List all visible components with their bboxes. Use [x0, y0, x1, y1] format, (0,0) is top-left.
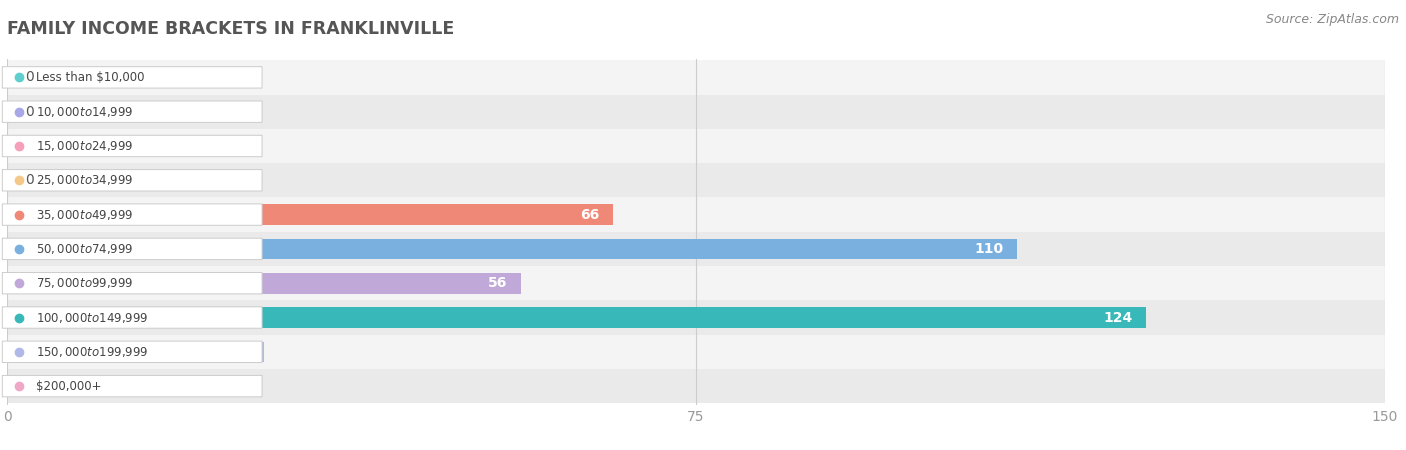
Text: $15,000 to $24,999: $15,000 to $24,999 — [35, 139, 134, 153]
FancyBboxPatch shape — [3, 375, 262, 397]
Text: $150,000 to $199,999: $150,000 to $199,999 — [35, 345, 148, 359]
Text: 124: 124 — [1104, 310, 1132, 324]
Text: Source: ZipAtlas.com: Source: ZipAtlas.com — [1265, 14, 1399, 27]
Text: 28: 28 — [231, 345, 250, 359]
FancyBboxPatch shape — [3, 341, 262, 363]
Bar — [7, 163, 1385, 198]
Text: 110: 110 — [974, 242, 1004, 256]
FancyBboxPatch shape — [3, 273, 262, 294]
Text: $35,000 to $49,999: $35,000 to $49,999 — [35, 207, 134, 221]
Text: $10,000 to $14,999: $10,000 to $14,999 — [35, 105, 134, 119]
Bar — [7, 376, 246, 396]
FancyBboxPatch shape — [3, 307, 262, 328]
Bar — [7, 273, 522, 293]
Text: $50,000 to $74,999: $50,000 to $74,999 — [35, 242, 134, 256]
Bar — [7, 300, 1385, 335]
Text: FAMILY INCOME BRACKETS IN FRANKLINVILLE: FAMILY INCOME BRACKETS IN FRANKLINVILLE — [7, 20, 454, 38]
Text: 26: 26 — [212, 379, 232, 393]
Bar — [7, 335, 1385, 369]
Bar — [7, 198, 1385, 232]
FancyBboxPatch shape — [3, 135, 262, 157]
Text: $25,000 to $34,999: $25,000 to $34,999 — [35, 173, 134, 187]
Text: 0: 0 — [25, 105, 34, 119]
Bar — [7, 266, 1385, 300]
FancyBboxPatch shape — [3, 204, 262, 225]
Bar — [7, 136, 209, 156]
Bar — [7, 342, 264, 362]
Text: 66: 66 — [581, 207, 599, 221]
Text: 56: 56 — [488, 276, 508, 290]
Text: Less than $10,000: Less than $10,000 — [35, 71, 143, 84]
Text: 0: 0 — [25, 70, 34, 84]
Bar — [7, 129, 1385, 163]
Text: $100,000 to $149,999: $100,000 to $149,999 — [35, 310, 148, 324]
Bar — [7, 232, 1385, 266]
Bar — [7, 204, 613, 225]
Bar — [7, 238, 1018, 259]
Text: $200,000+: $200,000+ — [35, 380, 101, 393]
FancyBboxPatch shape — [3, 170, 262, 191]
Text: 0: 0 — [25, 173, 34, 187]
Bar — [7, 307, 1146, 328]
Text: $75,000 to $99,999: $75,000 to $99,999 — [35, 276, 134, 290]
Text: 22: 22 — [176, 139, 195, 153]
Bar — [7, 369, 1385, 403]
FancyBboxPatch shape — [3, 238, 262, 260]
Bar — [7, 60, 1385, 94]
FancyBboxPatch shape — [3, 101, 262, 122]
FancyBboxPatch shape — [3, 67, 262, 88]
Bar — [7, 94, 1385, 129]
